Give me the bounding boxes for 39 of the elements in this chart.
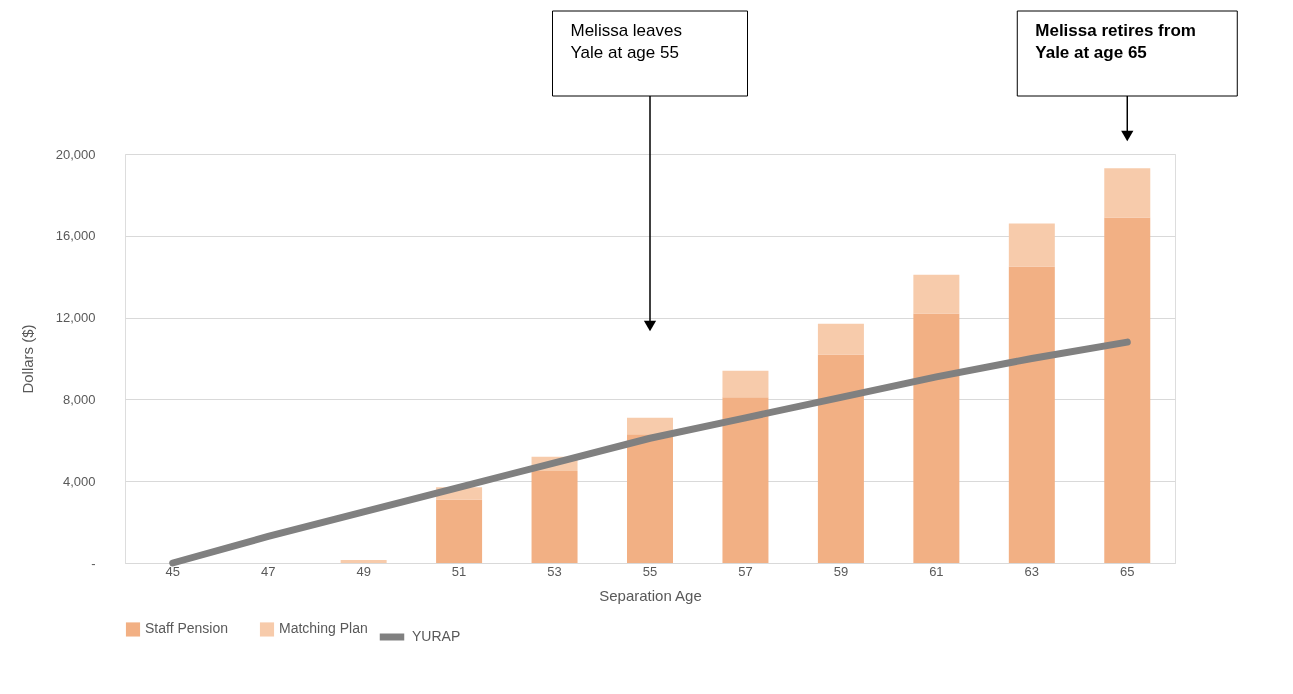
y-tick-label: 12,000 bbox=[55, 310, 96, 326]
bar bbox=[340, 559, 387, 563]
legend-label: Matching Plan bbox=[279, 620, 368, 637]
y-tick-label: 8,000 bbox=[62, 391, 96, 407]
y-tick-label: - bbox=[91, 555, 96, 571]
bar bbox=[1104, 168, 1151, 218]
x-tick-label: 47 bbox=[260, 563, 276, 579]
y-tick-label: 20,000 bbox=[55, 146, 96, 162]
legend-label: Staff Pension bbox=[145, 620, 229, 637]
legend-label: YURAP bbox=[412, 628, 461, 644]
text: Melissa leaves Yale at age 55 bbox=[570, 21, 682, 62]
x-tick-label: 57 bbox=[738, 563, 753, 579]
y-tick-label: 4,000 bbox=[62, 473, 96, 489]
bar bbox=[1008, 266, 1055, 563]
y-tick-label: 16,000 bbox=[55, 228, 96, 244]
bar bbox=[722, 370, 769, 398]
x-tick-label: 51 bbox=[451, 563, 467, 579]
bar bbox=[531, 470, 578, 563]
bar bbox=[436, 499, 483, 563]
bar bbox=[913, 274, 960, 314]
bar bbox=[817, 323, 864, 355]
x-axis-title: Separation Age bbox=[599, 586, 702, 604]
bar bbox=[627, 434, 673, 563]
x-tick-label: 61 bbox=[929, 563, 944, 579]
bar bbox=[1008, 223, 1055, 267]
bar bbox=[1104, 217, 1151, 563]
x-tick-label: 45 bbox=[165, 563, 180, 579]
bar bbox=[913, 313, 960, 563]
x-tick-label: 53 bbox=[547, 563, 562, 579]
bar bbox=[722, 397, 769, 563]
x-tick-label: 55 bbox=[642, 563, 658, 579]
x-tick-label: 49 bbox=[356, 563, 371, 579]
bar bbox=[817, 354, 864, 563]
x-tick-label: 59 bbox=[833, 563, 849, 579]
x-tick-label: 63 bbox=[1024, 563, 1040, 579]
text: Melissa retires from Yale at age 65 bbox=[1035, 21, 1196, 62]
y-axis-title: Dollars ($) bbox=[18, 324, 36, 394]
bar bbox=[627, 417, 673, 435]
x-tick-label: 65 bbox=[1120, 563, 1135, 579]
